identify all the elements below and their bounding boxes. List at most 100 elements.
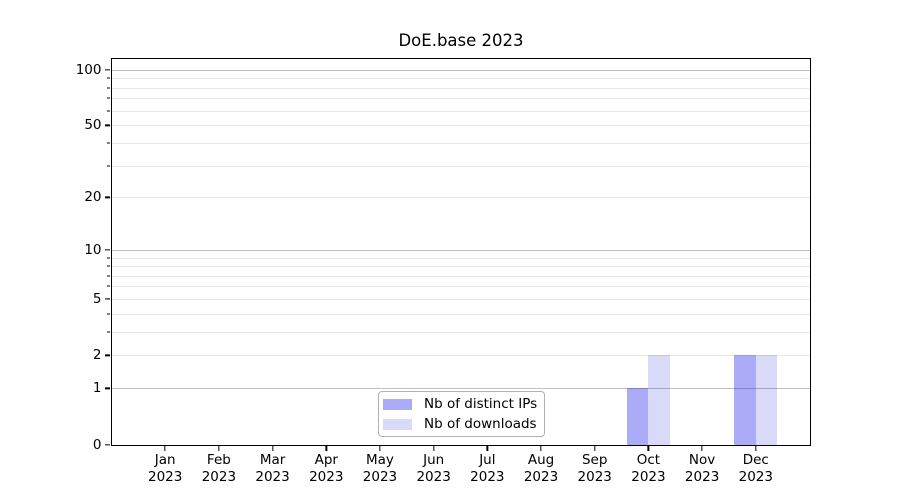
bar-downloads-oct	[648, 355, 670, 445]
x-tick	[432, 446, 435, 451]
y-minor-tick	[107, 298, 110, 300]
y-minor-tick	[107, 142, 110, 144]
y-minor-tick	[107, 196, 110, 198]
x-tick	[486, 446, 488, 451]
x-tick-label: Jul 2023	[455, 452, 519, 487]
gridline-minor	[111, 313, 810, 315]
gridline-major	[111, 69, 810, 71]
y-tick	[105, 69, 110, 71]
x-tick-year: 2023	[309, 469, 344, 485]
x-tick-label: May 2023	[348, 452, 412, 487]
x-tick-year: 2023	[148, 469, 183, 485]
gridline-minor	[111, 78, 810, 80]
y-minor-tick	[107, 97, 110, 99]
x-tick-month: Feb	[206, 451, 231, 468]
bar-distinct-ips-dec	[734, 355, 756, 445]
legend-swatch-distinct-ips	[383, 398, 412, 410]
chart-title: DoE.base 2023	[398, 31, 524, 50]
x-tick-year: 2023	[255, 469, 290, 485]
y-minor-tick	[107, 354, 110, 356]
gridline-minor	[111, 165, 810, 167]
y-minor-tick	[107, 275, 110, 277]
x-tick-month: Dec	[742, 451, 769, 468]
y-tick-label: 2	[92, 347, 102, 364]
plot-area: 0 1 2 5 10 20 50 100 Jan 2023 Feb 2023 Mar 2023 Apr 202…	[76, 57, 811, 485]
y-tick-label: 100	[75, 61, 102, 78]
legend: Nb of distinct IPs Nb of downloads	[378, 391, 545, 437]
x-tick-label: Nov 2023	[670, 452, 734, 487]
y-tick	[105, 387, 110, 389]
gridline-major	[111, 388, 810, 390]
x-tick	[647, 446, 650, 451]
x-tick-label: Jan 2023	[133, 452, 197, 487]
y-tick-label: 10	[84, 241, 102, 258]
legend-label-downloads: Nb of downloads	[424, 416, 537, 432]
bar-downloads-dec	[755, 355, 778, 445]
x-tick	[325, 446, 327, 451]
x-tick-label: Jun 2023	[402, 452, 466, 487]
x-tick-label: Apr 2023	[294, 452, 358, 487]
x-tick-label: Aug 2023	[509, 452, 573, 487]
x-tick-label: Dec 2023	[724, 452, 788, 487]
bar-distinct-ips-oct	[626, 388, 649, 445]
x-tick-label: Sep 2023	[563, 452, 627, 487]
gridline-minor	[111, 87, 810, 89]
legend-label-distinct-ips: Nb of distinct IPs	[424, 396, 538, 412]
x-tick-year: 2023	[362, 469, 398, 485]
x-tick-month: Jul	[479, 451, 496, 468]
gridline-minor	[111, 257, 810, 259]
x-tick	[594, 446, 596, 451]
y-tick-label: 20	[84, 189, 102, 206]
x-tick	[540, 446, 542, 451]
gridline-minor	[111, 125, 810, 127]
x-tick-month: May	[365, 451, 394, 468]
x-tick-year: 2023	[523, 469, 559, 485]
legend-item-downloads: Nb of downloads	[379, 415, 544, 434]
gridline-minor	[111, 331, 810, 333]
y-minor-tick	[107, 87, 110, 89]
y-minor-tick	[107, 313, 110, 315]
x-tick-year: 2023	[470, 469, 505, 485]
gridline-minor	[111, 266, 810, 268]
y-minor-tick	[107, 331, 110, 333]
x-tick-label: Oct 2023	[616, 452, 680, 487]
x-tick-label: Mar 2023	[241, 452, 305, 487]
x-tick-label: Feb 2023	[187, 452, 251, 487]
gridline-minor	[111, 286, 810, 288]
y-tick-label: 50	[84, 117, 102, 134]
x-tick	[379, 446, 381, 451]
legend-swatch-downloads	[383, 418, 412, 430]
x-tick	[755, 446, 757, 451]
gridline-minor	[111, 110, 810, 112]
legend-item-distinct-ips: Nb of distinct IPs	[379, 395, 544, 414]
x-tick-month: Nov	[688, 451, 716, 468]
gridline-minor	[111, 142, 810, 144]
y-tick-label: 0	[92, 436, 102, 453]
gridline-minor	[111, 98, 810, 100]
x-tick-month: Oct	[636, 451, 661, 468]
y-minor-tick	[107, 285, 110, 287]
gridline-minor	[111, 355, 810, 357]
y-minor-tick	[107, 124, 110, 126]
x-tick-month: Mar	[259, 451, 286, 468]
y-tick	[105, 249, 110, 251]
y-tick-label: 5	[92, 291, 102, 307]
gridline-minor	[111, 299, 810, 300]
x-tick-year: 2023	[684, 469, 720, 485]
gridline-minor	[111, 275, 810, 277]
x-tick-month: Jun	[423, 451, 445, 468]
y-minor-tick	[107, 265, 110, 267]
x-tick-month: Sep	[581, 451, 608, 468]
gridline-major	[111, 249, 810, 251]
x-tick-year: 2023	[201, 469, 237, 485]
x-tick-year: 2023	[631, 469, 666, 485]
x-tick	[164, 446, 166, 451]
x-tick-month: Apr	[314, 451, 338, 468]
x-tick-year: 2023	[416, 469, 451, 485]
y-minor-tick	[107, 257, 110, 259]
y-minor-tick	[107, 77, 110, 79]
x-tick-year: 2023	[577, 469, 612, 485]
gridline-minor	[111, 197, 810, 199]
x-tick-month: Aug	[527, 451, 555, 468]
